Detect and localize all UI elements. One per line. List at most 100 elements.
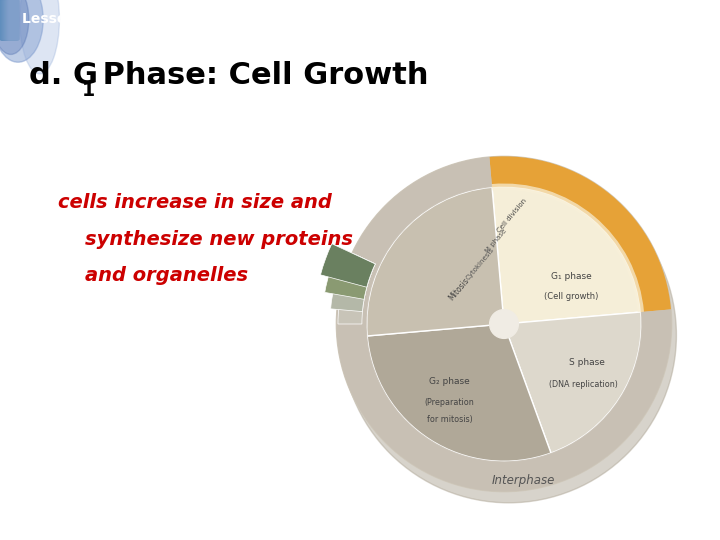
Bar [0,0,9,39]
Bar [2,0,12,39]
Text: Cytokinesis: Cytokinesis [465,246,495,281]
Bar [4,0,13,39]
Bar [1,0,10,39]
Text: Cell Growth, Division, and Reproduction: Cell Growth, Division, and Reproduction [144,12,420,26]
Bar [5,0,14,39]
Bar [7,0,16,39]
Text: Interphase: Interphase [492,474,555,487]
Bar [9,0,18,39]
Bar [4,0,12,39]
Wedge shape [490,157,671,312]
Wedge shape [320,244,375,287]
Bar [7,0,17,39]
Bar [2,0,11,39]
Text: Mitosis: Mitosis [447,276,472,302]
Text: Lesson Overview: Lesson Overview [22,12,154,26]
Bar [4,0,13,39]
Bar [3,0,12,39]
Bar [9,0,18,39]
Bar [7,0,17,39]
Bar [4,0,12,39]
Bar [8,0,17,39]
Bar [1,0,10,39]
Bar [7,0,17,39]
Bar [6,0,15,39]
Bar [8,0,17,39]
Bar [1,0,10,39]
Bar [6,0,15,39]
Bar [4,0,14,39]
Bar [0,0,9,39]
Bar [1,0,10,39]
Bar [1,0,10,39]
Bar [9,0,18,39]
Ellipse shape [0,0,29,55]
Bar [4,0,14,39]
Text: Phase: Cell Growth: Phase: Cell Growth [92,60,428,90]
Ellipse shape [490,309,518,339]
Bar [2,0,12,39]
Wedge shape [367,324,551,461]
Bar [9,0,18,39]
Ellipse shape [366,187,642,461]
Bar [4,0,13,39]
Bar [6,0,16,39]
Bar [6,0,14,39]
Bar [2,0,12,39]
Bar [4,0,14,39]
Text: 1: 1 [82,80,95,99]
Bar [2,0,12,39]
Bar [6,0,15,39]
Bar [6,0,15,39]
Text: for mitosis): for mitosis) [427,415,472,424]
Bar [2,0,12,39]
Bar [4,0,14,39]
Text: G₁ phase: G₁ phase [551,272,591,281]
Bar [7,0,17,39]
Bar [6,0,15,39]
Ellipse shape [0,0,43,62]
Wedge shape [330,251,375,312]
Text: cells increase in size and: cells increase in size and [58,193,331,212]
Text: S phase: S phase [569,358,605,367]
Wedge shape [336,157,672,491]
Bar [8,0,17,39]
Bar [8,0,17,39]
Text: (Cell growth): (Cell growth) [544,292,598,301]
Ellipse shape [19,0,60,74]
Text: (DNA replication): (DNA replication) [549,380,618,389]
Text: synthesize new proteins: synthesize new proteins [58,230,353,249]
Bar [9,0,17,39]
Bar [1,0,11,39]
Bar [7,0,16,39]
Bar [8,0,17,39]
Bar [1,0,9,39]
Wedge shape [325,247,375,299]
Bar [4,0,13,39]
Bar [6,0,16,39]
Bar [4,0,13,39]
Bar [0,0,9,39]
Bar [3,0,12,39]
Bar [4,0,13,39]
Bar [7,0,17,39]
Bar [6,0,16,39]
Bar [0,0,9,39]
Text: Cell division: Cell division [496,198,528,233]
Bar [1,0,11,39]
Bar [1,0,10,39]
Text: d. G: d. G [29,60,98,90]
Ellipse shape [336,157,672,491]
Bar [6,0,15,39]
Wedge shape [366,187,504,336]
Bar [1,0,11,39]
Bar [1,0,10,39]
Ellipse shape [341,167,676,503]
Bar [5,0,14,39]
Text: and organelles: and organelles [58,266,248,286]
Bar [5,0,14,39]
Wedge shape [338,254,375,324]
Bar [5,0,14,39]
Bar [3,0,12,39]
Wedge shape [504,312,642,453]
